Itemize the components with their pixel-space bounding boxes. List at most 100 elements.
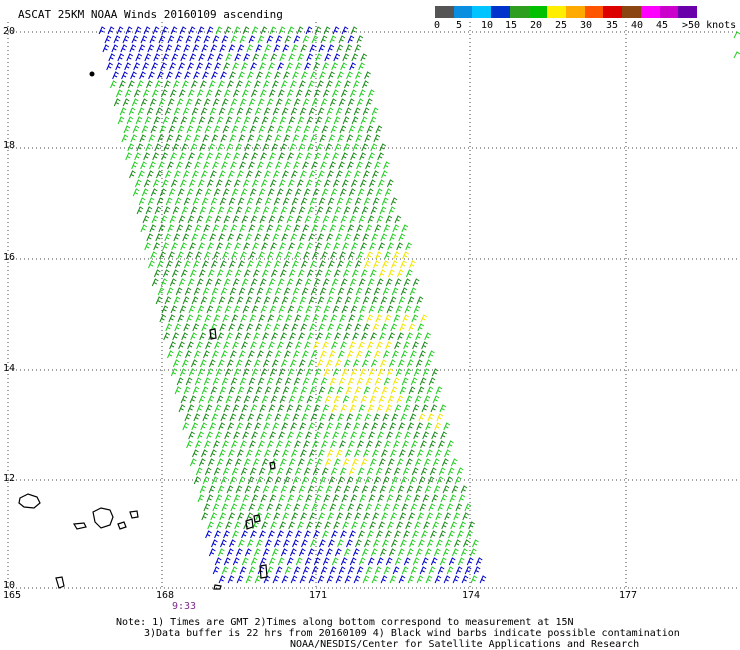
wind-barb: [295, 557, 303, 566]
wind-barb: [367, 341, 374, 350]
wind-barb: [229, 71, 236, 80]
wind-barb: [166, 134, 174, 143]
wind-barb: [373, 260, 380, 269]
wind-barb: [205, 404, 213, 413]
wind-barb: [343, 485, 351, 494]
wind-barb: [391, 287, 399, 296]
wind-barb: [388, 548, 396, 557]
wind-barb: [241, 341, 248, 350]
wind-barb: [388, 359, 396, 368]
wind-barb: [382, 260, 389, 269]
wind-barb: [233, 431, 240, 440]
wind-barb: [199, 359, 207, 368]
wind-barb: [244, 206, 252, 215]
wind-barb: [364, 539, 371, 548]
wind-barb: [290, 575, 298, 584]
wind-barb: [212, 503, 220, 512]
wind-barb: [375, 467, 383, 476]
wind-barb: [317, 233, 325, 242]
wind-barb: [319, 287, 327, 296]
wind-barb: [316, 332, 323, 341]
wind-barb: [322, 404, 330, 413]
wind-barb: [413, 305, 421, 314]
wind-barb: [342, 242, 349, 251]
wind-barb: [264, 197, 272, 206]
wind-barb: [446, 503, 454, 512]
wind-barb: [220, 134, 228, 143]
wind-barb: [414, 521, 421, 530]
wind-barb: [248, 350, 255, 359]
wind-barb: [351, 521, 358, 530]
wind-barb: [428, 350, 435, 359]
wind-barb: [282, 44, 290, 53]
wind-barb: [417, 386, 425, 395]
wind-barb: [277, 341, 284, 350]
wind-barb: [267, 440, 274, 449]
wind-barb: [287, 368, 295, 377]
wind-barb: [277, 62, 284, 71]
wind-barb: [199, 485, 207, 494]
wind-barb: [155, 80, 162, 89]
wind-barb: [340, 215, 348, 224]
island-outline: [55, 576, 65, 589]
wind-barb: [225, 242, 232, 251]
wind-barb: [375, 125, 383, 134]
wind-barb: [269, 305, 277, 314]
wind-barb: [188, 368, 196, 377]
wind-barb: [351, 116, 359, 125]
wind-barb: [266, 503, 274, 512]
wind-barb: [307, 485, 315, 494]
wind-barb: [220, 287, 228, 296]
wind-barb: [187, 215, 195, 224]
wind-barb: [358, 404, 366, 413]
wind-barb: [421, 530, 428, 539]
wind-barb: [301, 476, 309, 485]
wind-barb: [171, 242, 178, 251]
wind-barb: [237, 323, 245, 332]
wind-barb: [421, 404, 429, 413]
wind-barb: [362, 422, 370, 431]
wind-barb: [289, 548, 297, 557]
wind-barb: [381, 170, 388, 179]
wind-barb: [377, 494, 385, 503]
wind-barb: [183, 323, 191, 332]
wind-barb: [302, 377, 310, 386]
wind-barb: [126, 53, 134, 62]
wind-barb: [324, 242, 331, 251]
wind-barb: [339, 125, 347, 134]
wind-barb: [253, 143, 261, 152]
wind-barb: [212, 35, 220, 44]
wind-barb: [304, 404, 312, 413]
wind-barb: [269, 431, 276, 440]
wind-barb: [412, 404, 420, 413]
wind-barb: [411, 440, 418, 449]
wind-barb: [344, 107, 352, 116]
wind-barb: [347, 350, 354, 359]
wind-barb: [261, 395, 269, 404]
wind-barb: [319, 413, 327, 422]
wind-barb: [150, 125, 158, 134]
wind-barb: [201, 386, 209, 395]
wind-barb: [176, 98, 184, 107]
wind-barb: [203, 161, 210, 170]
wind-barb: [300, 386, 308, 395]
wind-barb: [291, 386, 299, 395]
wind-barb: [324, 53, 332, 62]
wind-barb: [291, 323, 299, 332]
wind-barb: [399, 386, 407, 395]
wind-barb: [259, 215, 267, 224]
wind-barb: [358, 341, 365, 350]
wind-barb: [116, 26, 124, 35]
wind-barb: [253, 359, 261, 368]
wind-barb: [291, 197, 299, 206]
wind-barb: [139, 71, 146, 80]
wind-barb: [179, 179, 187, 188]
wind-barb: [295, 404, 303, 413]
wind-barb: [286, 404, 294, 413]
wind-barb: [433, 485, 441, 494]
wind-barb: [127, 143, 135, 152]
wind-barb: [117, 116, 125, 125]
wind-barb: [369, 395, 377, 404]
wind-barb: [262, 359, 270, 368]
wind-barb: [378, 521, 385, 530]
